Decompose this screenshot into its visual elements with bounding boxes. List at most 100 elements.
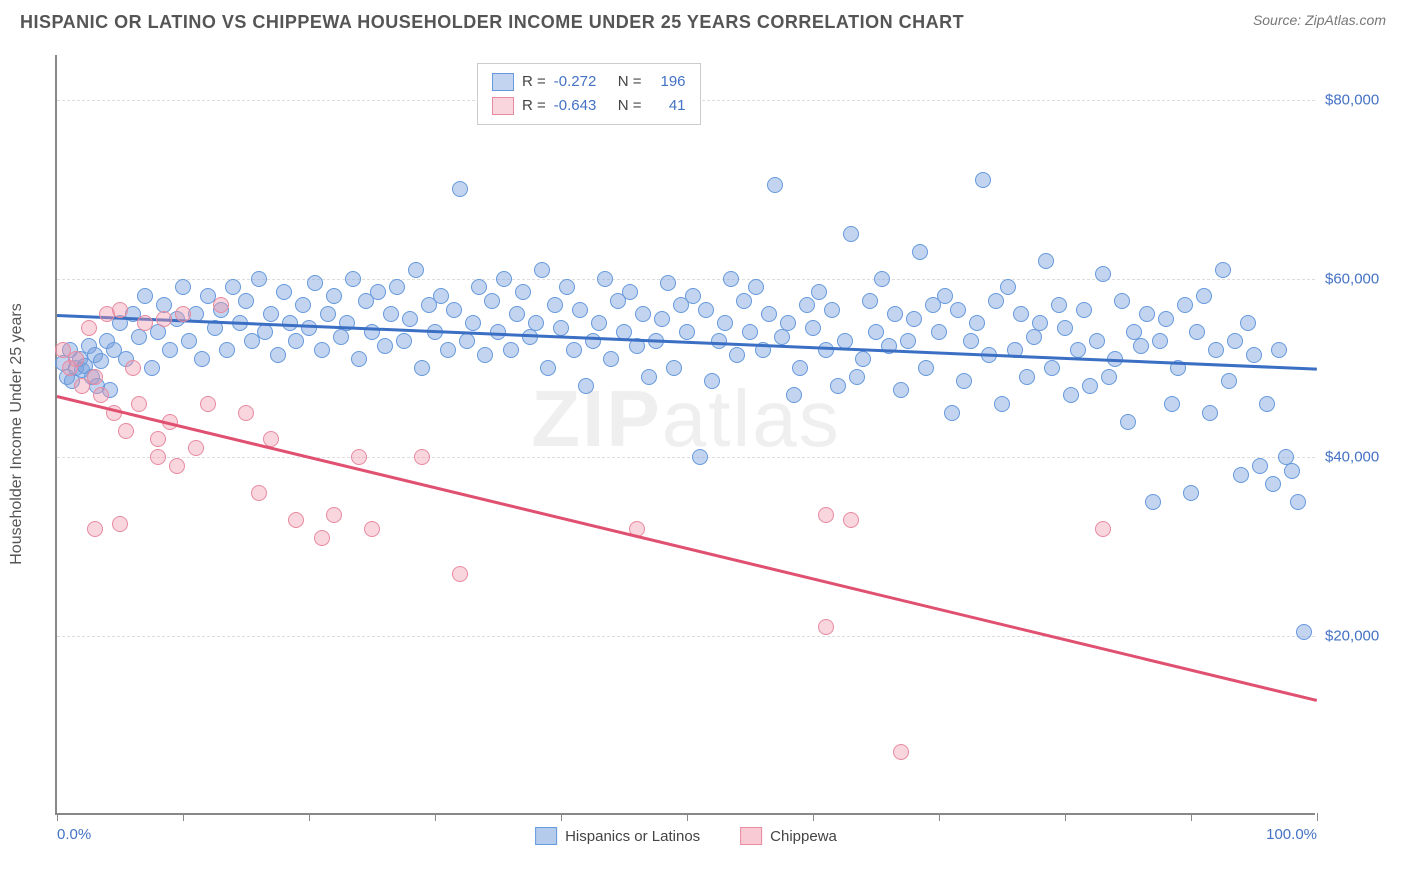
x-tick-label: 0.0% bbox=[57, 826, 91, 843]
data-point bbox=[263, 306, 279, 322]
data-point bbox=[698, 302, 714, 318]
y-tick-label: $60,000 bbox=[1325, 270, 1395, 287]
data-point bbox=[452, 566, 468, 582]
data-point bbox=[137, 315, 153, 331]
data-point bbox=[93, 387, 109, 403]
legend-swatch bbox=[535, 827, 557, 845]
data-point bbox=[1271, 342, 1287, 358]
data-point bbox=[818, 619, 834, 635]
data-point bbox=[578, 378, 594, 394]
data-point bbox=[950, 302, 966, 318]
data-point bbox=[1177, 297, 1193, 313]
data-point bbox=[156, 311, 172, 327]
watermark-bold: ZIP bbox=[531, 374, 661, 463]
legend-n-label: N = bbox=[618, 94, 642, 118]
legend-swatch bbox=[492, 73, 514, 91]
legend-n-label: N = bbox=[618, 70, 642, 94]
data-point bbox=[975, 172, 991, 188]
data-point bbox=[736, 293, 752, 309]
data-point bbox=[515, 284, 531, 300]
data-point bbox=[1070, 342, 1086, 358]
data-point bbox=[326, 288, 342, 304]
data-point bbox=[320, 306, 336, 322]
data-point bbox=[685, 288, 701, 304]
data-point bbox=[868, 324, 884, 340]
x-tick bbox=[57, 813, 58, 821]
legend-r-label: R = bbox=[522, 70, 546, 94]
data-point bbox=[1139, 306, 1155, 322]
data-point bbox=[351, 351, 367, 367]
data-point bbox=[767, 177, 783, 193]
data-point bbox=[314, 342, 330, 358]
data-point bbox=[307, 275, 323, 291]
data-point bbox=[1152, 333, 1168, 349]
data-point bbox=[326, 507, 342, 523]
legend-label: Hispanics or Latinos bbox=[565, 828, 700, 845]
data-point bbox=[918, 360, 934, 376]
data-point bbox=[528, 315, 544, 331]
data-point bbox=[144, 360, 160, 376]
data-point bbox=[1051, 297, 1067, 313]
data-point bbox=[1221, 373, 1237, 389]
data-point bbox=[301, 320, 317, 336]
data-point bbox=[257, 324, 273, 340]
data-point bbox=[81, 320, 97, 336]
data-point bbox=[1089, 333, 1105, 349]
data-point bbox=[446, 302, 462, 318]
data-point bbox=[351, 449, 367, 465]
data-point bbox=[641, 369, 657, 385]
data-point bbox=[251, 271, 267, 287]
legend-n-value: 196 bbox=[650, 70, 686, 94]
legend-label: Chippewa bbox=[770, 828, 837, 845]
data-point bbox=[547, 297, 563, 313]
data-point bbox=[887, 306, 903, 322]
data-point bbox=[1000, 279, 1016, 295]
data-point bbox=[175, 306, 191, 322]
data-point bbox=[937, 288, 953, 304]
data-point bbox=[855, 351, 871, 367]
data-point bbox=[1032, 315, 1048, 331]
data-point bbox=[118, 423, 134, 439]
data-point bbox=[440, 342, 456, 358]
data-point bbox=[666, 360, 682, 376]
data-point bbox=[131, 396, 147, 412]
data-point bbox=[849, 369, 865, 385]
data-point bbox=[603, 351, 619, 367]
data-point bbox=[1145, 494, 1161, 510]
data-point bbox=[1227, 333, 1243, 349]
data-point bbox=[824, 302, 840, 318]
data-point bbox=[1095, 266, 1111, 282]
data-point bbox=[786, 387, 802, 403]
data-point bbox=[679, 324, 695, 340]
data-point bbox=[799, 297, 815, 313]
legend-r-value: -0.272 bbox=[554, 70, 610, 94]
x-tick-label: 100.0% bbox=[1266, 826, 1317, 843]
data-point bbox=[540, 360, 556, 376]
data-point bbox=[484, 293, 500, 309]
data-point bbox=[295, 297, 311, 313]
data-point bbox=[811, 284, 827, 300]
data-point bbox=[150, 449, 166, 465]
data-point bbox=[219, 342, 235, 358]
data-point bbox=[1259, 396, 1275, 412]
data-point bbox=[251, 485, 267, 501]
data-point bbox=[200, 396, 216, 412]
data-point bbox=[1189, 324, 1205, 340]
data-point bbox=[1114, 293, 1130, 309]
stats-legend-row: R = -0.272 N = 196 bbox=[492, 70, 686, 94]
legend-r-label: R = bbox=[522, 94, 546, 118]
data-point bbox=[729, 347, 745, 363]
data-point bbox=[162, 342, 178, 358]
data-point bbox=[862, 293, 878, 309]
data-point bbox=[288, 512, 304, 528]
data-point bbox=[377, 338, 393, 354]
stats-legend: R =-0.272N =196R =-0.643N =41 bbox=[477, 63, 701, 125]
x-tick bbox=[1191, 813, 1192, 821]
data-point bbox=[654, 311, 670, 327]
data-point bbox=[169, 458, 185, 474]
data-point bbox=[994, 396, 1010, 412]
data-point bbox=[1183, 485, 1199, 501]
data-point bbox=[137, 288, 153, 304]
data-point bbox=[1101, 369, 1117, 385]
watermark-light: atlas bbox=[662, 374, 841, 463]
